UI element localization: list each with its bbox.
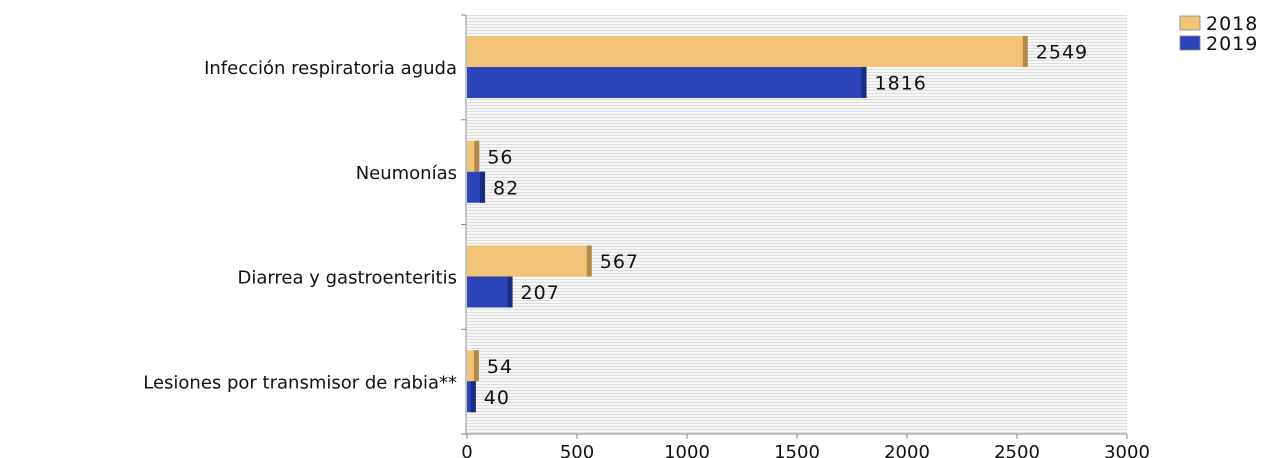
bar-edge-2018-0 xyxy=(1022,36,1028,67)
bar-2019-2 xyxy=(467,276,513,308)
bar-2019-0 xyxy=(467,67,867,98)
bar-edge-2018-1 xyxy=(474,140,480,172)
bar-2018-0 xyxy=(467,36,1028,67)
legend-label-2018: 2018 xyxy=(1206,13,1258,35)
bar-edge-2019-2 xyxy=(507,276,513,308)
bars-group: 2549 1816 56 82 567 207 54 40 xyxy=(467,36,1088,413)
legend-swatch-2019 xyxy=(1179,35,1201,51)
bar-edge-2018-2 xyxy=(586,245,592,277)
x-tick-label: 0 xyxy=(461,442,472,458)
data-label-2018-0: 2549 xyxy=(1036,42,1088,64)
legend-label-2019: 2019 xyxy=(1206,33,1258,55)
bar-edge-2019-0 xyxy=(861,67,867,98)
x-tick-label: 3000 xyxy=(1104,442,1150,458)
data-label-2019-0: 1816 xyxy=(875,73,927,95)
x-tick-label: 1500 xyxy=(774,442,820,458)
category-label: Diarrea y gastroenteritis xyxy=(237,268,457,289)
data-label-2019-2: 207 xyxy=(521,282,560,304)
data-label-2018-3: 54 xyxy=(487,356,513,378)
category-label: Infección respiratoria aguda xyxy=(204,58,457,79)
bar-2018-2 xyxy=(467,245,592,277)
data-label-2018-2: 567 xyxy=(600,251,639,273)
bar-2018-3 xyxy=(467,350,479,382)
bar-edge-2019-3 xyxy=(470,381,476,413)
x-tick-label: 2500 xyxy=(994,442,1040,458)
bar-edge-2019-1 xyxy=(480,171,486,203)
x-tick-label: 1000 xyxy=(664,442,710,458)
category-label: Neumonías xyxy=(356,163,457,184)
x-tick-label: 2000 xyxy=(884,442,930,458)
x-tick-label: 500 xyxy=(560,442,594,458)
legend-swatch-2018 xyxy=(1179,15,1201,31)
data-label-2018-1: 56 xyxy=(487,146,513,168)
axes-group: Infección respiratoria aguda Neumonías Dia… xyxy=(143,14,1150,458)
data-label-2019-3: 40 xyxy=(484,387,510,409)
data-label-2019-1: 82 xyxy=(493,177,519,199)
category-label: Lesiones por transmisor de rabia** xyxy=(143,372,457,393)
bar-edge-2018-3 xyxy=(473,350,479,382)
